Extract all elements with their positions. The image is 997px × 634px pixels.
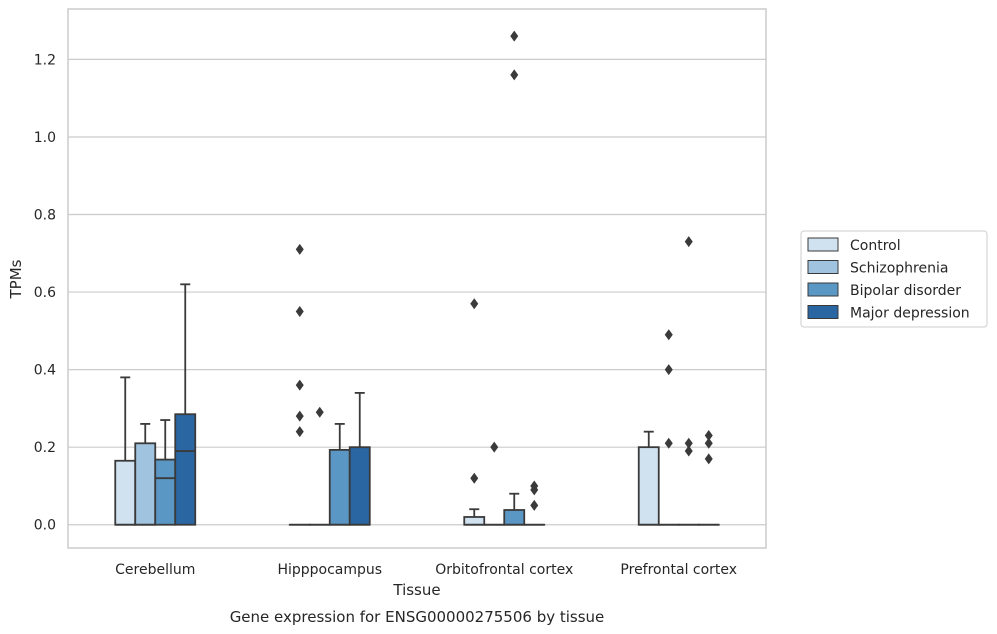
y-tick-label: 0.2 bbox=[34, 440, 56, 456]
box-body bbox=[463, 516, 486, 526]
box-body bbox=[637, 446, 660, 526]
y-axis-ticks: 0.0 0.2 0.4 0.6 0.8 1.0 1.2 bbox=[34, 52, 56, 533]
box-0-1 bbox=[134, 423, 157, 526]
outlier-point bbox=[530, 499, 539, 511]
outlier-point bbox=[510, 69, 519, 81]
box-3-0 bbox=[637, 430, 660, 526]
box-body bbox=[348, 446, 371, 526]
y-tick-label: 0.0 bbox=[34, 518, 56, 534]
x-tick-label: Prefrontal cortex bbox=[620, 562, 737, 578]
outlier-point bbox=[295, 243, 304, 255]
outlier-point bbox=[295, 410, 304, 422]
box-body bbox=[174, 413, 197, 526]
legend-swatch bbox=[807, 282, 839, 297]
box-2-3 bbox=[523, 480, 546, 526]
outlier-point bbox=[704, 453, 713, 465]
outlier-point bbox=[295, 305, 304, 317]
box-1-2 bbox=[328, 423, 351, 526]
box-3-3 bbox=[697, 430, 720, 526]
outlier-point bbox=[470, 298, 479, 310]
box-2-2 bbox=[503, 30, 526, 526]
box-body bbox=[154, 458, 177, 526]
x-tick-label: Cerebellum bbox=[115, 562, 195, 578]
outlier-point bbox=[295, 426, 304, 438]
box-0-2 bbox=[154, 419, 177, 526]
legend-swatch bbox=[807, 260, 839, 274]
box-body bbox=[503, 509, 526, 526]
box-0-0 bbox=[114, 376, 137, 526]
legend-frame bbox=[800, 230, 988, 328]
box-groups bbox=[114, 30, 720, 526]
legend: Control Schizophrenia Bipolar disorder Majo… bbox=[800, 230, 988, 328]
grid-lines bbox=[68, 58, 766, 526]
outlier-point bbox=[684, 445, 693, 457]
outlier-point bbox=[510, 30, 519, 42]
box-3-1 bbox=[657, 329, 680, 526]
outlier-point bbox=[704, 437, 713, 449]
outlier-point bbox=[530, 480, 539, 492]
y-tick-label: 0.8 bbox=[34, 208, 56, 224]
box-2-1 bbox=[483, 441, 506, 526]
box-2-0 bbox=[463, 298, 486, 526]
x-tick-label: Orbitofrontal cortex bbox=[435, 562, 573, 578]
y-axis-label: TPMs bbox=[7, 259, 25, 299]
plot-area-frame bbox=[67, 8, 767, 549]
outlier-point bbox=[664, 329, 673, 341]
legend-swatch bbox=[807, 305, 839, 319]
outlier-point bbox=[684, 236, 693, 248]
outlier-point bbox=[315, 406, 324, 418]
outlier-point bbox=[704, 430, 713, 442]
outlier-point bbox=[490, 441, 499, 453]
box-1-3 bbox=[348, 391, 371, 526]
figure-caption: Gene expression for ENSG00000275506 by t… bbox=[230, 608, 605, 626]
x-tick-label: Hipppocampus bbox=[277, 562, 382, 578]
box-0-3 bbox=[174, 283, 197, 526]
y-tick-label: 1.0 bbox=[34, 130, 56, 146]
y-tick-label: 0.6 bbox=[34, 285, 56, 301]
legend-entry: Major depression bbox=[850, 306, 970, 322]
outlier-point bbox=[470, 472, 479, 484]
y-tick-label: 0.4 bbox=[34, 363, 56, 379]
outlier-point bbox=[664, 364, 673, 376]
y-tick-label: 1.2 bbox=[34, 52, 56, 68]
x-axis-ticks: Cerebellum Hipppocampus Orbitofrontal cort… bbox=[115, 562, 737, 578]
legend-entry: Bipolar disorder bbox=[850, 283, 961, 299]
box-3-2 bbox=[677, 236, 700, 526]
box-body bbox=[134, 442, 157, 526]
legend-entry: Schizophrenia bbox=[850, 261, 948, 277]
outlier-point bbox=[664, 437, 673, 449]
outlier-point bbox=[684, 437, 693, 449]
x-axis-label: Tissue bbox=[392, 581, 440, 599]
box-1-0 bbox=[288, 243, 311, 526]
box-1-1 bbox=[308, 406, 331, 526]
legend-swatch bbox=[807, 237, 839, 252]
legend-entry: Control bbox=[850, 238, 901, 254]
box-body bbox=[114, 459, 137, 526]
box-body bbox=[328, 448, 351, 526]
outlier-point bbox=[295, 379, 304, 391]
